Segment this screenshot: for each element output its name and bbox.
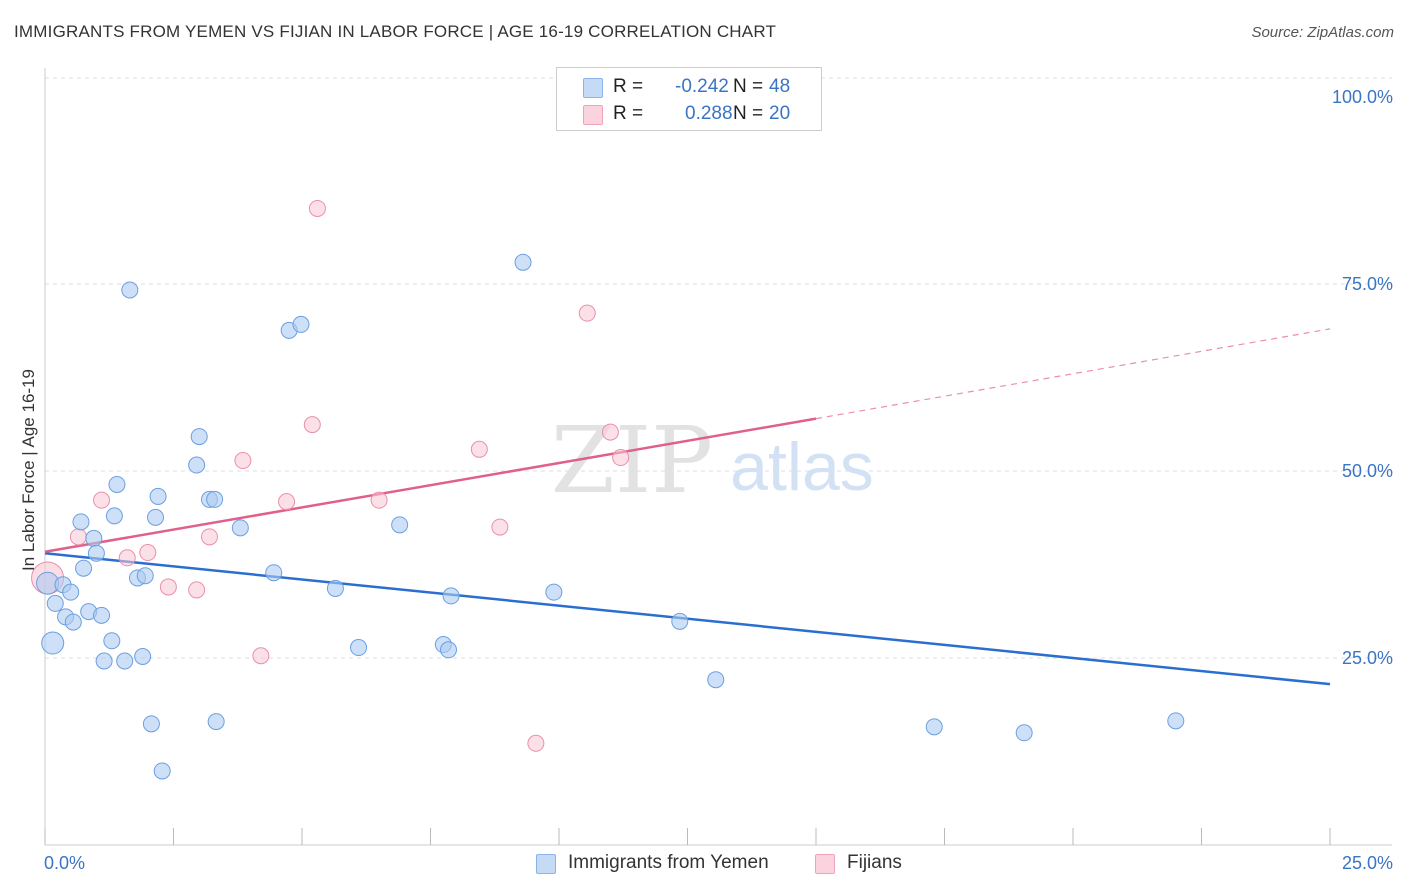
- data-point-yemen: [1015, 724, 1033, 742]
- bottom-legend-swatch-yemen: [536, 854, 556, 874]
- legend-n-label: N =: [733, 76, 764, 97]
- data-points: [31, 199, 1185, 780]
- data-point-yemen: [147, 508, 165, 526]
- correlation-legend: R = -0.242 N = 48 R = 0.288 N = 20: [556, 67, 822, 131]
- data-point-yemen: [671, 612, 689, 630]
- data-point-yemen: [206, 490, 224, 508]
- data-point-yemen: [72, 513, 90, 531]
- data-point-yemen: [153, 762, 171, 780]
- data-point-yemen: [136, 567, 154, 585]
- legend-n-value: 48: [769, 76, 791, 97]
- source-label: Source: ZipAtlas.com: [1251, 24, 1394, 41]
- legend-n-label: N =: [733, 103, 764, 124]
- data-point-yemen: [62, 583, 80, 601]
- y-axis-label: In Labor Force | Age 16-19: [19, 369, 38, 571]
- data-point-yemen: [545, 583, 563, 601]
- legend-r-value: -0.242: [675, 76, 729, 97]
- legend-n-value: 20: [769, 103, 791, 124]
- data-point-yemen: [121, 281, 139, 299]
- legend-swatch-fijians: [583, 105, 603, 125]
- data-point-yemen: [231, 519, 249, 537]
- data-point-fijians: [612, 449, 630, 467]
- data-point-yemen: [142, 715, 160, 733]
- data-point-yemen: [391, 516, 409, 534]
- data-point-fijians: [118, 549, 136, 567]
- y-tick-label: 25.0%: [1342, 648, 1393, 668]
- bottom-legend-swatch-fijians: [815, 854, 835, 874]
- watermark-atlas: atlas: [730, 429, 874, 505]
- data-point-fijians: [93, 491, 111, 509]
- data-point-fijians: [491, 518, 509, 536]
- data-point-fijians: [303, 416, 321, 434]
- y-tick-label: 50.0%: [1342, 461, 1393, 481]
- data-point-yemen: [116, 652, 134, 670]
- data-point-yemen: [514, 253, 532, 271]
- data-point-yemen: [707, 671, 725, 689]
- x-tick-label: 0.0%: [44, 853, 85, 873]
- trend-line-fijians: [44, 417, 817, 554]
- data-point-yemen: [64, 613, 82, 631]
- data-point-fijians: [370, 491, 388, 509]
- data-point-yemen: [149, 487, 167, 505]
- data-point-yemen: [41, 631, 65, 655]
- x-tick-label: 25.0%: [1342, 853, 1393, 873]
- axes: [44, 68, 1392, 846]
- legend-swatch-yemen: [583, 78, 603, 98]
- grid-lines: [45, 77, 1392, 659]
- data-point-fijians: [601, 423, 619, 441]
- data-point-yemen: [85, 529, 103, 547]
- data-point-yemen: [95, 652, 113, 670]
- data-point-fijians: [308, 199, 326, 217]
- bottom-legend-label-fijians: Fijians: [847, 852, 902, 873]
- watermark: ZIP atlas: [551, 407, 874, 514]
- data-point-fijians: [527, 734, 545, 752]
- data-point-fijians: [234, 452, 252, 470]
- data-point-yemen: [46, 594, 64, 612]
- data-point-yemen: [442, 587, 460, 605]
- data-point-yemen: [326, 579, 344, 597]
- data-point-yemen: [134, 648, 152, 666]
- data-point-fijians: [159, 578, 177, 596]
- data-point-fijians: [200, 528, 218, 546]
- data-point-fijians: [188, 581, 206, 599]
- data-point-yemen: [439, 641, 457, 659]
- tick-labels: 25.0% 50.0% 75.0% 100.0% 0.0% 25.0%: [44, 87, 1393, 873]
- data-point-yemen: [925, 718, 943, 736]
- data-point-fijians: [139, 544, 157, 562]
- data-point-yemen: [350, 639, 368, 657]
- legend-r-label: R =: [613, 76, 644, 97]
- legend-r-label: R =: [613, 103, 644, 124]
- y-tick-label: 75.0%: [1342, 274, 1393, 294]
- chart-title: IMMIGRANTS FROM YEMEN VS FIJIAN IN LABOR…: [14, 22, 777, 41]
- data-point-yemen: [265, 564, 283, 582]
- data-point-yemen: [292, 315, 310, 333]
- y-tick-label: 100.0%: [1332, 87, 1393, 107]
- data-point-yemen: [188, 456, 206, 474]
- data-point-fijians: [252, 647, 270, 665]
- data-point-yemen: [93, 606, 111, 624]
- data-point-yemen: [103, 632, 121, 650]
- data-point-yemen: [190, 428, 208, 446]
- data-point-yemen: [108, 475, 126, 493]
- data-point-fijians: [578, 304, 596, 322]
- data-point-fijians: [278, 493, 296, 511]
- data-point-yemen: [207, 713, 225, 731]
- data-point-fijians: [470, 440, 488, 458]
- bottom-legend-label-yemen: Immigrants from Yemen: [568, 852, 769, 873]
- data-point-yemen: [87, 544, 105, 562]
- trend-line-fijians-extension: [815, 328, 1331, 420]
- data-point-fijians: [69, 528, 87, 546]
- legend-r-value: 0.288: [685, 103, 733, 124]
- data-point-yemen: [75, 559, 93, 577]
- data-point-yemen: [1167, 712, 1185, 730]
- data-point-yemen: [105, 507, 123, 525]
